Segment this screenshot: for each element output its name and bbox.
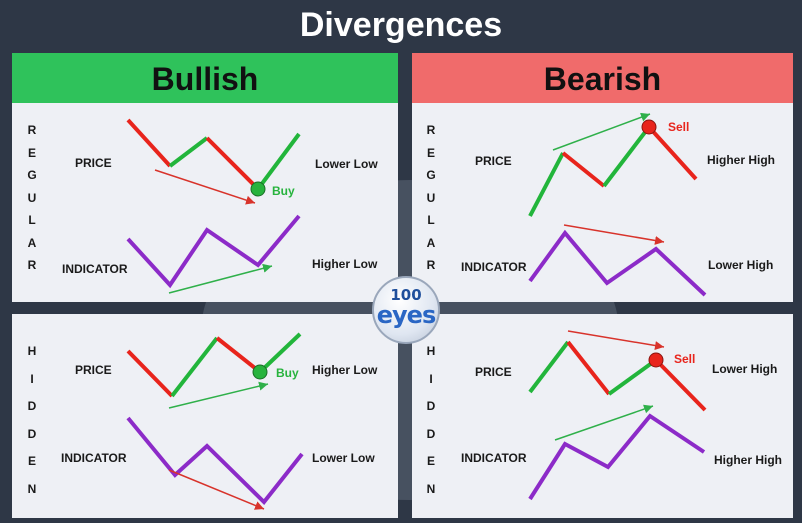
row-letter: D [426, 399, 436, 413]
row-letter: E [27, 454, 36, 468]
panel-regular-bearish: Bearish R E G U L A R PRICE INDICATOR Hi… [412, 53, 793, 302]
price-segment-down [126, 118, 172, 168]
row-letter: U [27, 190, 37, 205]
row-letter: G [27, 168, 37, 182]
price-segment-down [561, 151, 606, 188]
row-letter: R [426, 123, 436, 137]
regular-bearish-chart [528, 112, 707, 297]
price-segment-up [256, 132, 301, 191]
hidden-vertical-label: H I D D E N [421, 344, 441, 509]
row-letter: N [27, 481, 37, 496]
buy-signal-label: Buy [276, 366, 299, 380]
buy-marker [252, 364, 268, 380]
regular-vertical-label: R E G U L A R [22, 123, 42, 281]
price-segment-down [647, 125, 698, 181]
price-label: PRICE [475, 365, 512, 379]
row-letter: R [426, 258, 436, 272]
price-segment-up [602, 125, 651, 188]
hidden-bearish-chart [528, 330, 707, 501]
indicator-label: INDICATOR [61, 451, 127, 465]
price-segment-up [258, 332, 302, 374]
price-segment-up [607, 358, 658, 396]
regular-bullish-chart [126, 118, 301, 294]
row-letter: H [426, 344, 436, 358]
price-segment-down [566, 340, 611, 396]
price-note: Lower Low [315, 157, 378, 171]
sell-marker [648, 352, 664, 368]
row-letter: R [27, 123, 37, 137]
buy-marker [250, 181, 266, 197]
indicator-line [126, 214, 301, 289]
indicator-note: Lower Low [312, 451, 375, 465]
indicator-note: Higher Low [312, 257, 378, 271]
panel-regular-bullish: Bullish R E G U L A R PRICE INDICATOR Lo… [12, 53, 398, 302]
row-letter: N [426, 481, 436, 496]
panel-hidden-bullish: H I D D E N PRICE INDICATOR Higher Low L… [12, 314, 398, 518]
row-letter: A [426, 235, 436, 250]
row-letter: E [426, 454, 435, 468]
100eyes-logo-icon: 100 eyes [372, 276, 440, 344]
price-label: PRICE [75, 156, 112, 170]
hidden-vertical-label: H I D D E N [22, 344, 42, 509]
indicator-line [528, 413, 706, 501]
price-segment-down [215, 336, 262, 374]
indicator-line [126, 416, 304, 505]
bullish-header: Bullish [12, 53, 398, 103]
bearish-header: Bearish [412, 53, 793, 103]
row-letter: L [28, 213, 36, 227]
row-letter: I [30, 371, 34, 386]
price-segment-down [654, 358, 707, 412]
price-segment-down [126, 349, 174, 398]
row-letter: G [426, 168, 436, 182]
regular-vertical-label: R E G U L A R [421, 123, 441, 281]
price-segment-up [168, 136, 209, 168]
row-letter: I [429, 371, 433, 386]
indicator-note: Lower High [708, 258, 774, 272]
row-letter: A [27, 235, 37, 250]
sell-signal-label: Sell [674, 352, 696, 366]
price-label: PRICE [475, 154, 512, 168]
indicator-note: Higher High [714, 453, 782, 467]
indicator-trend-arrow [554, 404, 654, 441]
sell-marker [641, 119, 657, 135]
panel-hidden-bearish: H I D D E N PRICE INDICATOR Lower High H… [412, 314, 793, 518]
price-note: Higher Low [312, 363, 378, 377]
row-letter: D [27, 399, 37, 413]
indicator-label: INDICATOR [62, 262, 128, 276]
indicator-label: INDICATOR [461, 451, 527, 465]
price-segment-up [528, 340, 570, 394]
page-title: Divergences [299, 6, 503, 44]
row-letter: R [27, 258, 37, 272]
row-letter: U [426, 190, 436, 205]
price-label: PRICE [75, 363, 112, 377]
indicator-line [528, 229, 707, 297]
price-note: Higher High [707, 153, 775, 167]
price-segment-down [205, 136, 260, 191]
indicator-trend-arrow [563, 224, 665, 245]
indicator-label: INDICATOR [461, 260, 527, 274]
price-trend-arrow [154, 169, 256, 205]
price-trend-arrow [552, 112, 651, 151]
row-letter: L [427, 213, 435, 227]
hidden-bullish-chart [126, 332, 304, 510]
price-segment-up [528, 152, 565, 217]
logo-number: 100 [390, 286, 422, 304]
indicator-trend-arrow [168, 263, 273, 294]
row-letter: H [27, 344, 37, 358]
price-note: Lower High [712, 362, 778, 376]
row-letter: D [27, 426, 37, 441]
row-letter: E [426, 145, 435, 160]
indicator-trend-arrow [168, 469, 265, 510]
buy-signal-label: Buy [272, 184, 295, 198]
logo-word: eyes [376, 301, 436, 329]
row-letter: D [426, 426, 436, 441]
price-trend-arrow [168, 381, 269, 409]
price-trend-arrow [567, 330, 665, 350]
row-letter: E [27, 145, 36, 160]
sell-signal-label: Sell [668, 120, 690, 134]
price-segment-up [170, 336, 219, 398]
